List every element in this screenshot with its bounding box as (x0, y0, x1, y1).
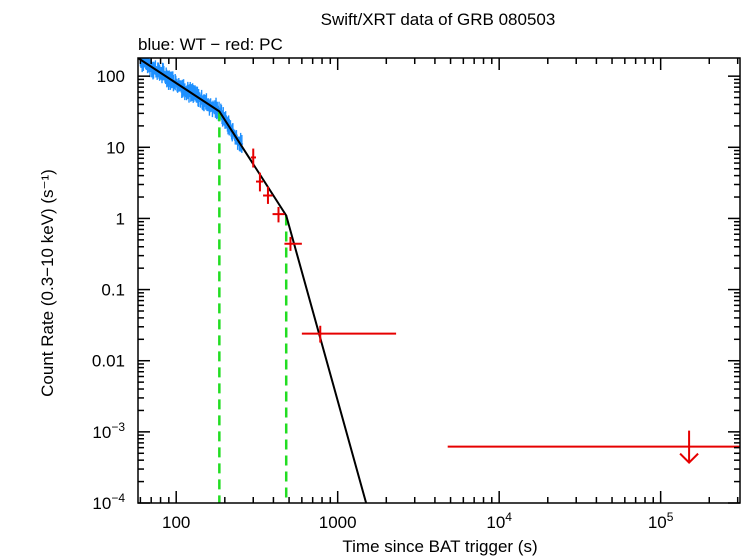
model-fit-line (138, 58, 368, 503)
wt-series (139, 58, 244, 153)
x-axis-label: Time since BAT trigger (s) (342, 537, 537, 556)
tick-labels: 100 1000 104 105 100 10 1 0.1 0.01 10−3 10−4 (92, 67, 674, 532)
y-tick-label: 100 (97, 67, 125, 86)
y-tick-label: 0.1 (101, 281, 125, 300)
chart-subtitle: blue: WT − red: PC (138, 35, 283, 54)
y-axis-label: Count Rate (0.3−10 keV) (s⁻¹) (38, 169, 57, 397)
x-tick-label: 100 (162, 513, 190, 532)
y-tick-label: 10−4 (92, 491, 125, 513)
x-tick-label: 1000 (319, 513, 357, 532)
plot-area (138, 58, 740, 503)
axes: 100 1000 104 105 100 10 1 0.1 0.01 10−3 10−4 (92, 57, 741, 532)
y-tick-label: 10 (106, 138, 125, 157)
tick-marks (138, 58, 740, 504)
x-tick-label: 104 (486, 510, 512, 532)
y-tick-label: 1 (116, 209, 125, 228)
upper-limit-arrow (679, 452, 699, 465)
x-tick-label: 105 (648, 510, 674, 532)
chart-title: Swift/XRT data of GRB 080503 (321, 10, 556, 29)
y-tick-label: 0.01 (92, 352, 125, 371)
plot-frame (137, 57, 741, 504)
pc-series (250, 148, 740, 465)
y-tick-label: 10−3 (92, 420, 125, 442)
break-lines (218, 111, 288, 503)
